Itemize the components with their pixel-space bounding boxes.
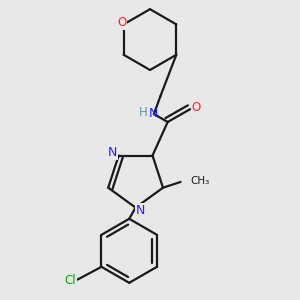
Text: O: O <box>117 16 127 29</box>
Text: N: N <box>149 107 159 120</box>
Text: N: N <box>136 204 145 217</box>
Text: Cl: Cl <box>64 274 76 287</box>
Text: CH₃: CH₃ <box>190 176 209 186</box>
Text: N: N <box>108 146 118 159</box>
Text: O: O <box>191 101 200 114</box>
Text: H: H <box>139 106 148 119</box>
